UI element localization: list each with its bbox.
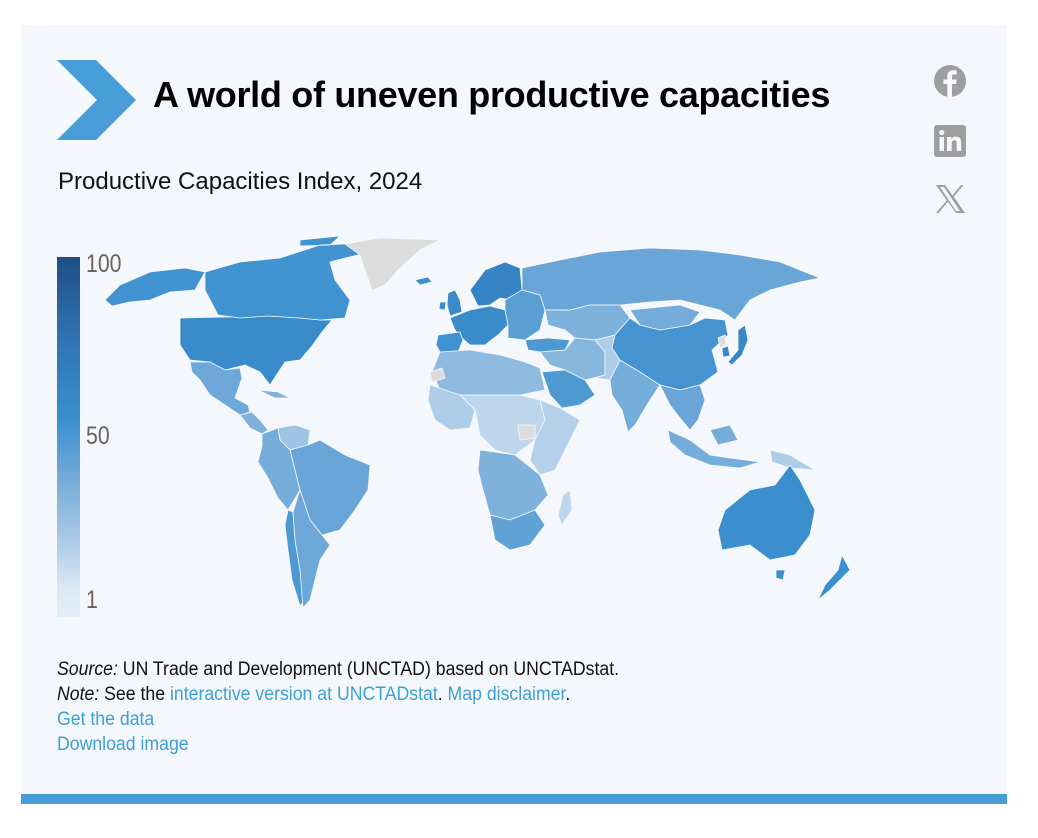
country-eastern-europe[interactable]: Eastern Europe: 58	[504, 289, 546, 341]
country-japan[interactable]: Japan: 74	[727, 324, 749, 366]
country-mongolia[interactable]: Mongolia: 48	[629, 304, 701, 331]
country-west-africa[interactable]: West Africa: 30	[427, 384, 476, 431]
country-central-america-caribbean[interactable]: Central America & Caribbean: 45	[239, 389, 291, 435]
legend-label-mid: 50	[86, 422, 110, 450]
country-south-africa[interactable]: South Africa: 55	[489, 509, 546, 551]
legend-color-scale	[57, 257, 80, 617]
share-x-button[interactable]	[932, 181, 968, 217]
linkedin-icon	[934, 125, 966, 157]
separator: .	[437, 684, 448, 705]
legend-label-min: 1	[86, 586, 98, 614]
country-mexico[interactable]: Mexico: 50	[189, 361, 251, 416]
source-text: UN Trade and Development (UNCTAD) based …	[117, 659, 620, 680]
note-label: Note:	[57, 684, 100, 705]
note-line: Note: See the interactive version at UNC…	[57, 682, 619, 707]
interactive-version-link[interactable]: interactive version at UNCTADstat	[169, 684, 438, 705]
get-data-link[interactable]: Get the data	[57, 709, 155, 730]
country-north-korea[interactable]: North Korea: No data	[717, 334, 727, 349]
country-madagascar[interactable]: Madagascar: 25	[557, 489, 573, 526]
x-icon	[936, 185, 965, 213]
country-indonesia[interactable]: Indonesia: 48	[667, 424, 761, 469]
period: .	[565, 684, 571, 705]
country-iceland[interactable]: Iceland: 70	[414, 276, 433, 286]
country-canada[interactable]: Canada: 68	[204, 235, 386, 321]
bottom-accent-bar	[21, 794, 1007, 804]
chart-subtitle: Productive Capacities Index, 2024	[58, 168, 423, 195]
country-iberia[interactable]: Iberia: 68	[435, 331, 464, 353]
download-image-link[interactable]: Download image	[57, 734, 189, 755]
chart-notes: Source: UN Trade and Development (UNCTAD…	[57, 657, 619, 757]
country-alaska-us[interactable]: Alaska (US): 68	[104, 267, 206, 307]
source-label: Source:	[57, 659, 118, 680]
world-map[interactable]: United States: 72Canada: 68Alaska (US): …	[85, 232, 915, 617]
map-disclaimer-link[interactable]: Map disclaimer	[447, 684, 566, 705]
country-southeast-asia[interactable]: Southeast Asia: 52	[659, 384, 706, 431]
country-australia[interactable]: Australia: 70	[717, 464, 816, 581]
country-argentina[interactable]: Argentina: 50	[292, 488, 331, 609]
country-east-africa[interactable]: East Africa: 28	[529, 399, 581, 476]
country-greenland[interactable]: Greenland: No data	[344, 237, 441, 291]
country-north-africa[interactable]: North Africa: 40	[431, 349, 546, 396]
unctad-chevron-icon	[57, 60, 136, 140]
share-linkedin-button[interactable]	[932, 123, 968, 159]
country-south-sudan[interactable]: South Sudan: No data	[517, 424, 536, 441]
country-western-sahara[interactable]: Western Sahara: No data	[429, 367, 446, 383]
country-new-zealand[interactable]: New Zealand: 70	[817, 553, 851, 601]
page-title: A world of uneven productive capacities	[153, 74, 831, 115]
country-south-korea[interactable]: South Korea: 74	[721, 345, 731, 358]
country-andean-south-america[interactable]: Andean South America: 48	[257, 427, 301, 511]
country-papua-new-guinea[interactable]: Papua New Guinea: 30	[769, 449, 816, 471]
country-uk-ireland[interactable]: UK & Ireland: 72	[438, 289, 463, 317]
facebook-icon	[934, 65, 966, 97]
legend-label-max: 100	[86, 250, 122, 278]
share-facebook-button[interactable]	[932, 63, 968, 99]
source-line: Source: UN Trade and Development (UNCTAD…	[57, 657, 619, 682]
note-text: See the	[99, 684, 170, 705]
